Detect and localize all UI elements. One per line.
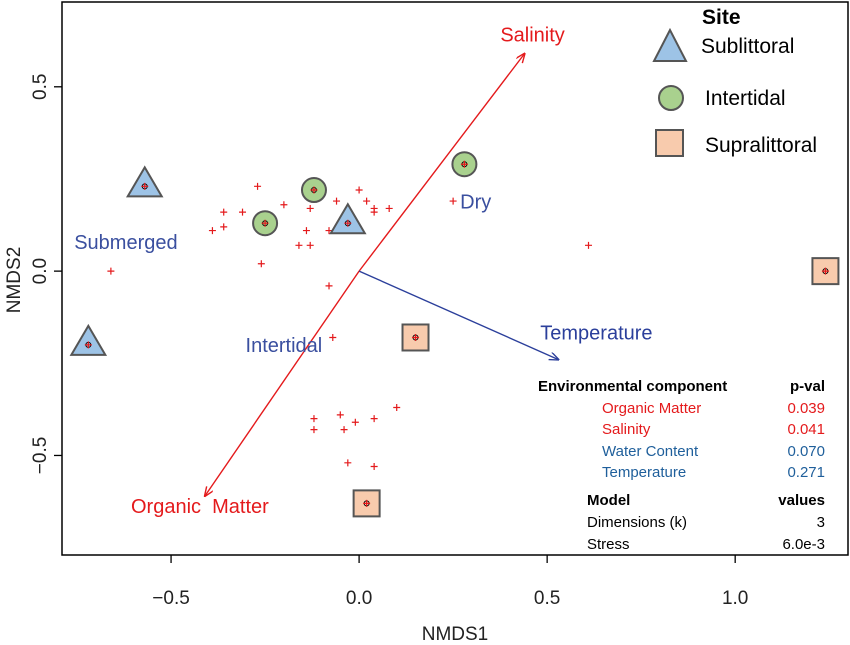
species-point (393, 404, 401, 412)
species-point (239, 208, 247, 216)
species-point (370, 415, 378, 423)
x-tick-label: 0.0 (346, 588, 372, 609)
annotation-intertidal: Intertidal (246, 335, 323, 357)
model-row-dimensions-value: 3 (817, 514, 825, 531)
y-axis-label: NMDS2 (4, 247, 25, 314)
site-species-point (363, 499, 371, 507)
table-row-water-content-label: Water Content (602, 443, 699, 460)
model-header-label: Model (587, 492, 630, 509)
species-point (306, 204, 314, 212)
species-point (355, 186, 363, 194)
species-point (306, 241, 314, 249)
species-point (280, 201, 288, 209)
site-marker-sublittoral (125, 165, 164, 198)
site-species-point (344, 219, 352, 227)
legend-label-sublittoral: Sublittoral (701, 35, 794, 58)
site-marker-sublittoral (329, 202, 367, 235)
species-point (351, 418, 359, 426)
site-species-point (460, 160, 468, 168)
species-point (363, 197, 371, 205)
table-row-organic-matter-pval: 0.039 (787, 400, 825, 417)
x-tick-label: 0.5 (534, 588, 560, 609)
species-point (208, 227, 216, 235)
species-point (329, 333, 337, 341)
species-point (254, 182, 262, 190)
species-point (333, 197, 341, 205)
species-point (257, 260, 265, 268)
species-point (310, 426, 318, 434)
site-species-point (141, 182, 149, 190)
table-header-component: Environmental component (538, 378, 727, 395)
species-point (449, 197, 457, 205)
species-point (107, 267, 115, 275)
x-axis-label: NMDS1 (422, 624, 489, 645)
y-tick-label: −0.5 (30, 437, 51, 475)
table-row-water-content-pval: 0.070 (787, 443, 825, 460)
species-point (585, 241, 593, 249)
site-species-point (821, 267, 829, 275)
axis-ticks: −0.5 0.0 0.5 1.0 −0.5 0.0 0.5 (30, 74, 748, 609)
species-point (340, 426, 348, 434)
legend-label-intertidal: Intertidal (705, 87, 786, 110)
site-marker-sublittoral (69, 323, 108, 356)
plot-frame (61, 1, 849, 556)
vector-label-temperature: Temperature (540, 323, 652, 345)
annotations: Submerged Dry Intertidal (74, 191, 491, 357)
species-point (370, 208, 378, 216)
env-vectors: Salinity Organic Matter Temperature (131, 25, 653, 518)
annotation-dry: Dry (460, 191, 491, 213)
legend-triangle-icon (652, 27, 688, 62)
species-point (336, 411, 344, 419)
species-point (302, 227, 310, 235)
legend-circle-icon (658, 85, 684, 111)
table-row-salinity-label: Salinity (602, 421, 651, 438)
species-point (220, 208, 228, 216)
site-species-point (412, 333, 420, 341)
species-point (325, 282, 333, 290)
legend-title: Site (702, 6, 741, 29)
table-row-organic-matter-label: Organic Matter (602, 400, 701, 417)
site-species-point (310, 186, 318, 194)
x-tick-label: −0.5 (152, 588, 190, 609)
species-point (295, 241, 303, 249)
model-header-values: values (778, 492, 825, 509)
species-point (310, 415, 318, 423)
site-species-point (84, 341, 92, 349)
x-tick-label: 1.0 (722, 588, 748, 609)
legend: Site Sublittoral Intertidal Supralittora… (652, 6, 817, 157)
vector-arrow-temperature (358, 270, 558, 359)
table-header-pval: p-val (790, 378, 825, 395)
vector-arrow-salinity (358, 54, 524, 272)
table-row-temperature-label: Temperature (602, 464, 686, 481)
table-row-temperature-pval: 0.271 (787, 464, 825, 481)
model-row-stress-value: 6.0e-3 (782, 536, 825, 553)
legend-label-supralittoral: Supralittoral (705, 134, 817, 157)
model-row-stress-label: Stress (587, 536, 630, 553)
site-species-point (261, 219, 269, 227)
species-point (370, 463, 378, 471)
y-tick-label: 0.0 (30, 258, 51, 284)
species-point (220, 223, 228, 231)
site-points (69, 151, 840, 518)
vector-arrow-organic-matter (205, 270, 360, 496)
vector-label-salinity: Salinity (500, 25, 564, 47)
table-row-salinity-pval: 0.041 (787, 421, 825, 438)
stats-table: Environmental component p-val Organic Ma… (538, 378, 825, 553)
species-point (385, 204, 393, 212)
legend-square-icon (655, 129, 684, 157)
species-point (344, 459, 352, 467)
annotation-submerged: Submerged (74, 232, 177, 254)
y-tick-label: 0.5 (30, 74, 51, 100)
vector-label-organic-matter: Organic Matter (131, 496, 269, 518)
model-row-dimensions-label: Dimensions (k) (587, 514, 687, 531)
